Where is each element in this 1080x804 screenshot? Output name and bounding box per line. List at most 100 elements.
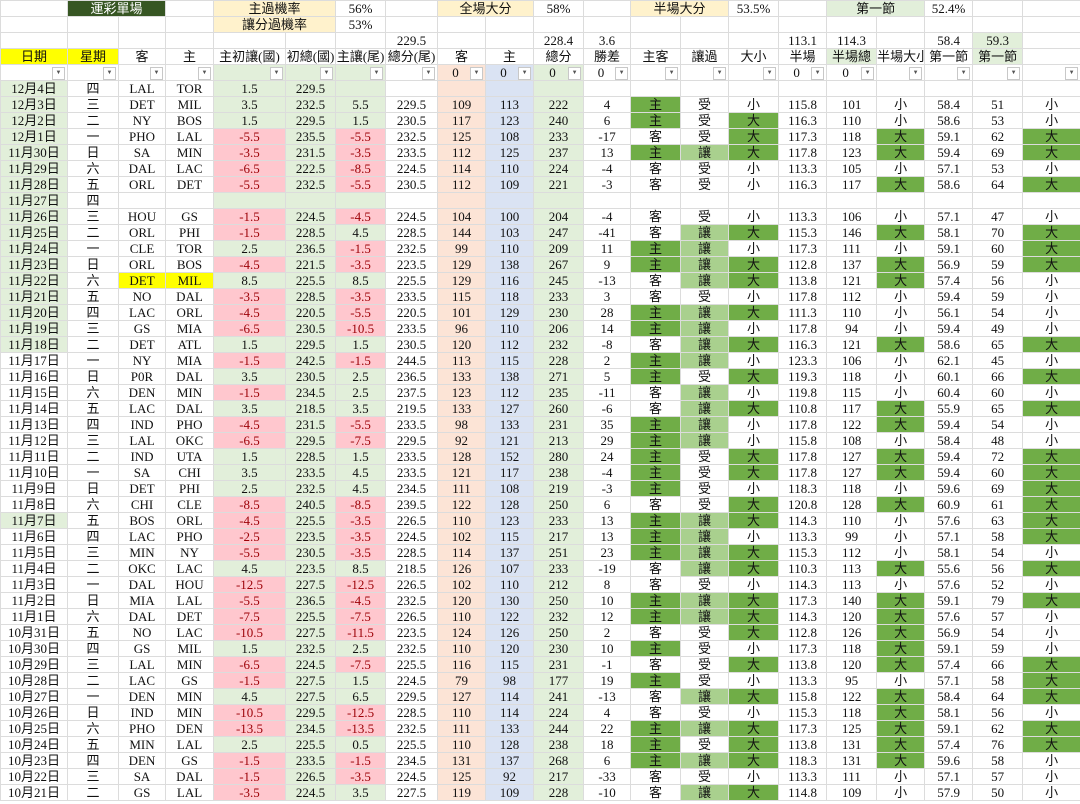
cell-open-spread: 1.5 <box>213 336 287 353</box>
filter-dropdown-icon[interactable]: ▼ <box>320 67 334 80</box>
filter-dropdown-icon[interactable]: ▼ <box>763 67 777 80</box>
filter-dropdown-icon[interactable]: ▼ <box>470 67 484 80</box>
cell-spread-tail: -3.5 <box>335 256 387 273</box>
cell-margin: 9 <box>583 256 632 273</box>
cell-total-tail: 230.5 <box>385 176 439 193</box>
cell-weekday: 四 <box>67 192 119 209</box>
cell-total-tail: 237.5 <box>385 384 439 401</box>
cell-half-avg: 117.8 <box>778 464 828 481</box>
filter-over-under[interactable]: ▼ <box>728 64 780 81</box>
cell-q1-avg: 58.4 <box>924 688 974 705</box>
cell-home-score: 103 <box>485 224 535 241</box>
cell-away: LAC <box>117 528 167 545</box>
filter-winner[interactable]: ▼ <box>630 64 682 81</box>
cell-home: MIL <box>165 96 215 113</box>
filter-dropdown-icon[interactable]: ▼ <box>957 67 971 80</box>
filter-dropdown-icon[interactable]: ▼ <box>270 67 284 80</box>
filter-half-avg[interactable]: 0 ▼ <box>778 64 828 81</box>
cell-half-total: 122 <box>826 688 878 705</box>
table-row: 11月16日日 P0R DAL 3.5 230.5 2.5 236.5 133 138 271 5 主… <box>0 368 1080 385</box>
cell-half-total: 118 <box>826 480 878 497</box>
filter-weekday[interactable]: ▼ <box>67 64 119 81</box>
cell-winner: 主 <box>630 720 682 737</box>
cell-half-avg: 113.8 <box>778 656 828 673</box>
filter-half-total[interactable]: 0 ▼ <box>826 64 878 81</box>
cell-winner: 客 <box>630 560 682 577</box>
filter-total-tail[interactable]: ▼ <box>385 64 439 81</box>
cell-away-score: 119 <box>437 784 487 801</box>
filter-ats[interactable]: ▼ <box>680 64 730 81</box>
cell-total-score: 217 <box>533 528 585 545</box>
filter-dropdown-icon[interactable]: ▼ <box>52 67 65 80</box>
table-row: 11月7日五 BOS ORL -4.5 225.5 -3.5 226.5 110 123 233 1… <box>0 512 1080 529</box>
filter-margin[interactable]: 0 ▼ <box>583 64 632 81</box>
cell-home-score: 92 <box>485 768 535 785</box>
filter-dropdown-icon[interactable]: ▼ <box>103 67 116 80</box>
cell-q1-avg: 56.9 <box>924 624 974 641</box>
cell-winner: 主 <box>630 352 682 369</box>
filter-dropdown-icon[interactable]: ▼ <box>811 67 825 80</box>
cell-ats: 讓 <box>680 512 730 529</box>
filter-dropdown-icon[interactable]: ▼ <box>861 67 875 80</box>
cell-margin <box>583 192 632 209</box>
filter-dropdown-icon[interactable]: ▼ <box>198 67 212 80</box>
cell-q1-over-under: 小 <box>1022 208 1080 225</box>
cell-over-under: 小 <box>728 768 780 785</box>
filter-date[interactable]: ▼ <box>0 64 68 81</box>
cell-ats: 受 <box>680 576 730 593</box>
cell-half-total: 126 <box>826 624 878 641</box>
cell-over-under: 大 <box>728 496 780 513</box>
header-half-over-under: 半場大小 <box>876 48 926 65</box>
cell-home: DAL <box>165 368 215 385</box>
filter-dropdown-icon[interactable]: ▼ <box>1007 67 1021 80</box>
cell-ats: 讓 <box>680 592 730 609</box>
cell-spread-tail: -7.5 <box>335 656 387 673</box>
filter-total-score[interactable]: 0 ▼ <box>533 64 585 81</box>
cell-ats: 受 <box>680 768 730 785</box>
cell-away-score: 92 <box>437 432 487 449</box>
filter-away[interactable]: ▼ <box>117 64 167 81</box>
filter-q1-avg[interactable]: ▼ <box>924 64 974 81</box>
filter-dropdown-icon[interactable]: ▼ <box>665 67 679 80</box>
table-row: 11月29日六 DAL LAC -6.5 222.5 -8.5 224.5 114 110 224… <box>0 160 1080 177</box>
cell-open-total: 223.5 <box>285 560 337 577</box>
filter-spread-tail[interactable]: ▼ <box>335 64 387 81</box>
filter-home-score[interactable]: 0 ▼ <box>485 64 535 81</box>
filter-dropdown-icon[interactable]: ▼ <box>518 67 532 80</box>
cell-total-score: 250 <box>533 592 585 609</box>
cell-weekday: 三 <box>67 320 119 337</box>
cell-ats: 讓 <box>680 416 730 433</box>
filter-open-total[interactable]: ▼ <box>285 64 337 81</box>
cell-margin: 12 <box>583 608 632 625</box>
cell-spread-tail: -3.5 <box>335 544 387 561</box>
cell-q1-over-under <box>1022 192 1080 209</box>
filter-dropdown-icon[interactable]: ▼ <box>713 67 727 80</box>
cell-weekday: 三 <box>67 656 119 673</box>
filter-open-spread[interactable]: ▼ <box>213 64 287 81</box>
filter-dropdown-icon[interactable]: ▼ <box>615 67 629 80</box>
filter-dropdown-icon[interactable]: ▼ <box>909 67 923 80</box>
filter-dropdown-icon[interactable]: ▼ <box>150 67 164 80</box>
filter-dropdown-icon[interactable]: ▼ <box>568 67 582 80</box>
cell-weekday: 六 <box>67 384 119 401</box>
cell-away-score: 144 <box>437 224 487 241</box>
cell-half-avg: 118.3 <box>778 752 828 769</box>
cell-total-score <box>533 192 585 209</box>
cell-q1-total: 60 <box>972 464 1024 481</box>
cell-half-total: 127 <box>826 464 878 481</box>
filter-dropdown-icon[interactable]: ▼ <box>370 67 384 80</box>
filter-q1-total[interactable]: ▼ <box>972 64 1024 81</box>
filter-dropdown-icon[interactable]: ▼ <box>1065 67 1079 80</box>
filter-dropdown-icon[interactable]: ▼ <box>422 67 436 80</box>
cell-home: GS <box>165 208 215 225</box>
cell-winner: 主 <box>630 528 682 545</box>
filter-half-over-under[interactable]: ▼ <box>876 64 926 81</box>
cell-home-score <box>485 192 535 209</box>
filter-home[interactable]: ▼ <box>165 64 215 81</box>
filter-q1-over-under[interactable]: ▼ <box>1022 64 1080 81</box>
half-over-label: 半場大分 <box>630 0 730 17</box>
cell-half-total: 118 <box>826 640 878 657</box>
cell-open-spread: -3.5 <box>213 288 287 305</box>
filter-away-score[interactable]: 0 ▼ <box>437 64 487 81</box>
cell-away: HOU <box>117 208 167 225</box>
